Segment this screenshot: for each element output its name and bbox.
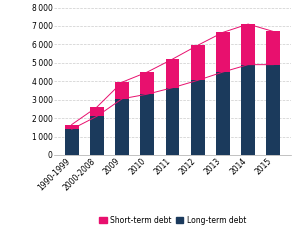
Bar: [191, 45, 205, 80]
Bar: [65, 124, 79, 129]
Bar: [140, 94, 154, 155]
Bar: [90, 107, 104, 116]
Bar: [90, 116, 104, 155]
Bar: [115, 82, 129, 99]
Bar: [65, 129, 79, 155]
Bar: [266, 65, 280, 155]
Bar: [216, 72, 230, 155]
Bar: [216, 32, 230, 72]
Bar: [115, 99, 129, 155]
Bar: [266, 32, 280, 65]
Bar: [140, 72, 154, 94]
Legend: Short-term debt, Long-term debt: Short-term debt, Long-term debt: [96, 213, 249, 228]
Bar: [241, 24, 255, 65]
Bar: [241, 65, 255, 155]
Bar: [166, 59, 179, 88]
Bar: [166, 88, 179, 155]
Bar: [191, 80, 205, 155]
